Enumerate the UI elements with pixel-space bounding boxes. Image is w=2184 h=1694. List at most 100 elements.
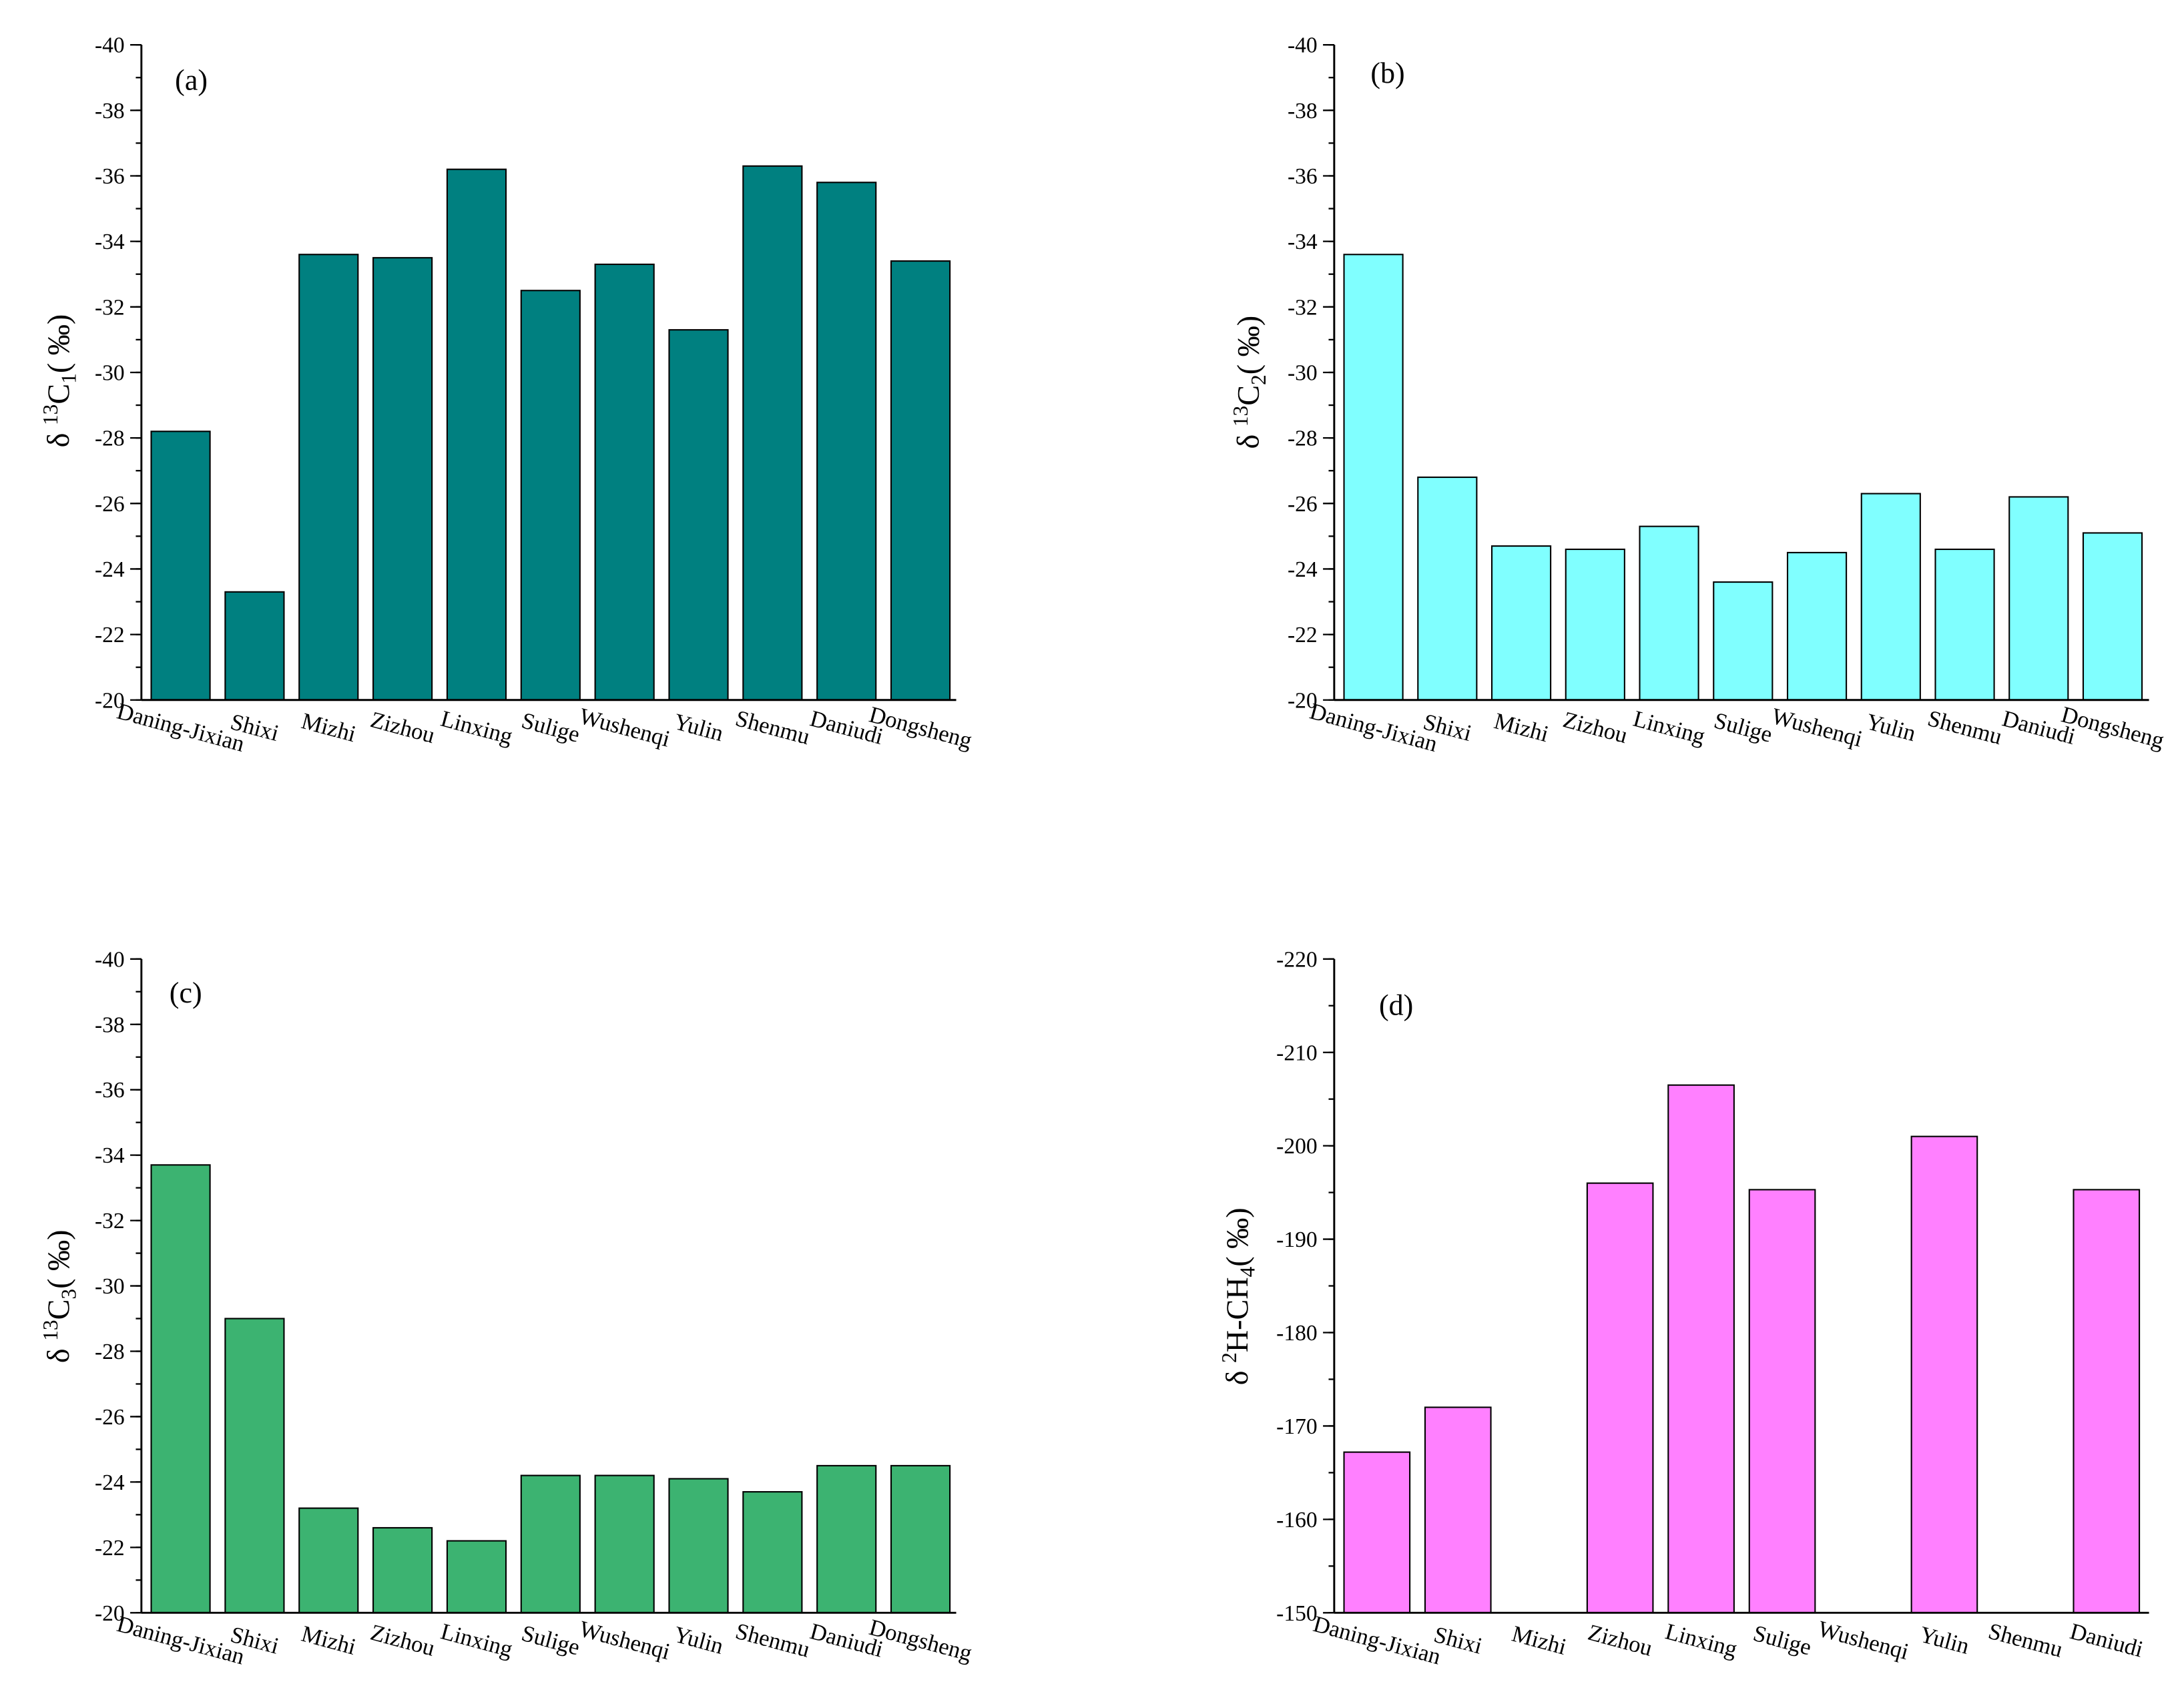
bar-wushenqi	[594, 263, 655, 701]
y-axis-title-main: H-CH	[1220, 1277, 1254, 1352]
bar-dongsheng	[890, 260, 951, 701]
y-tick-label: -40	[95, 947, 125, 972]
x-tick-label: Yulin	[671, 1622, 726, 1659]
bar-sulige	[520, 290, 581, 701]
x-tick-label: Sulige	[519, 708, 582, 748]
bar-shixi	[224, 1318, 285, 1614]
y-tick-label: -160	[1276, 1508, 1318, 1532]
bar-daniudi	[816, 182, 877, 701]
bar-daning-jixian	[1343, 1451, 1411, 1614]
bar-daning-jixian	[150, 1164, 211, 1614]
x-tick-label: Shenmu	[1986, 1619, 2065, 1663]
bars	[1343, 1084, 2141, 1614]
bars	[150, 1164, 951, 1614]
y-tick-label: -28	[1288, 427, 1318, 451]
panel-label: (b)	[1370, 57, 1404, 89]
x-tick-label: Linxing	[438, 1619, 515, 1662]
y-tick-label: -32	[1288, 295, 1318, 320]
x-tick-label: Mizhi	[299, 1621, 359, 1660]
panel-d: -220 -210 -200 -190 -180 -170 -160 -150Daning-J…	[1217, 947, 2149, 1669]
y-tick-label: -40	[1288, 33, 1318, 58]
y-axis-title-main: C	[1232, 385, 1266, 406]
bar-shenmu	[1934, 548, 1995, 701]
y-tick-label: -36	[1288, 164, 1318, 189]
bar-mizhi	[1490, 545, 1552, 701]
x-tick-label: Daniudi	[2067, 1619, 2145, 1663]
y-tick-label: -150	[1276, 1601, 1318, 1626]
y-tick-label: -30	[1288, 361, 1318, 386]
x-tick-label: Daning-Jixian	[114, 699, 247, 757]
y-axis-title-suffix: ( ‰)	[41, 314, 75, 373]
bar-wushenqi	[594, 1474, 655, 1614]
y-axis-title-superscript: 13	[1229, 406, 1252, 427]
bar-linxing	[1639, 525, 1699, 701]
x-tick-label: Shenmu	[733, 705, 812, 750]
y-axis-title-main: C	[41, 1300, 75, 1320]
bar-wushenqi	[1786, 551, 1848, 701]
bar-mizhi	[298, 254, 359, 701]
x-tick-label: Mizhi	[299, 708, 359, 747]
x-tick-label: Linxing	[438, 706, 515, 750]
bar-dongsheng	[890, 1464, 951, 1614]
x-tick-label: Wushenqi	[577, 1616, 673, 1665]
y-axis-title-prefix: δ	[1220, 1363, 1254, 1385]
y-tick-label: -36	[95, 1078, 125, 1103]
y-axis-title-subscript: 4	[1236, 1266, 1259, 1277]
x-tick-label: Yulin	[1917, 1622, 1972, 1659]
x-tick-label: Wushenqi	[1816, 1616, 1912, 1665]
x-tick-label: Zizhou	[1561, 707, 1630, 748]
bar-daniudi	[2073, 1189, 2141, 1614]
x-tick-label: Mizhi	[1491, 708, 1551, 747]
bar-shenmu	[742, 1491, 803, 1614]
x-tick-label: Zizhou	[368, 707, 437, 748]
bar-mizhi	[298, 1507, 359, 1614]
x-tick-label: Daning-Jixian	[1307, 699, 1440, 757]
y-tick-label: -28	[95, 427, 125, 451]
bar-daning-jixian	[150, 431, 211, 701]
y-tick-label: -22	[1288, 623, 1318, 647]
bar-sulige	[520, 1474, 581, 1614]
panel-label: (a)	[175, 63, 208, 96]
y-axis-title-prefix: δ	[41, 425, 75, 447]
y-axis-title: δ 13C3( ‰)	[39, 1229, 80, 1363]
y-axis-title-subscript: 3	[57, 1289, 80, 1300]
y-axis-title-subscript: 2	[1247, 374, 1270, 385]
bar-yulin	[668, 329, 729, 701]
x-tick-label: Daning-Jixian	[1310, 1611, 1443, 1669]
y-tick-label: -24	[95, 557, 125, 582]
y-tick-label: -26	[1288, 492, 1318, 517]
x-tick-label: Mizhi	[1509, 1621, 1569, 1660]
y-tick-label: -24	[95, 1470, 125, 1495]
bar-sulige	[1713, 581, 1773, 701]
x-tick-label: Shenmu	[733, 1619, 812, 1663]
bar-daning-jixian	[1343, 254, 1404, 701]
y-axis-title-superscript: 13	[39, 1320, 62, 1340]
y-tick-label: -200	[1276, 1134, 1318, 1159]
y-tick-label: -36	[95, 164, 125, 189]
bar-shixi	[1424, 1406, 1492, 1614]
y-axis-title: δ 13C1( ‰)	[39, 314, 80, 448]
bar-shixi	[1417, 476, 1478, 701]
panel-label: (c)	[170, 976, 202, 1009]
y-tick-label: -38	[95, 99, 125, 123]
y-axis-title: δ 13C2( ‰)	[1229, 316, 1270, 449]
y-tick-label: -180	[1276, 1321, 1318, 1346]
bar-zizhou	[372, 1526, 433, 1614]
x-tick-label: Wushenqi	[577, 703, 673, 752]
y-tick-label: -22	[95, 1536, 125, 1561]
bar-linxing	[446, 168, 507, 701]
y-axis-title-subscript: 1	[57, 373, 80, 384]
x-tick-label: Yulin	[671, 709, 726, 746]
y-tick-label: -26	[95, 492, 125, 517]
bar-daniudi	[2008, 496, 2069, 701]
y-tick-label: -26	[95, 1405, 125, 1430]
bar-linxing	[1667, 1084, 1735, 1614]
x-tick-label: Zizhou	[1585, 1620, 1655, 1661]
bar-daniudi	[816, 1464, 877, 1614]
x-tick-label: Linxing	[1631, 706, 1708, 750]
y-tick-label: -40	[95, 33, 125, 58]
x-tick-label: Dongsheng	[2059, 701, 2167, 753]
bar-zizhou	[1565, 548, 1625, 701]
y-axis-title-suffix: ( ‰)	[41, 1229, 75, 1288]
